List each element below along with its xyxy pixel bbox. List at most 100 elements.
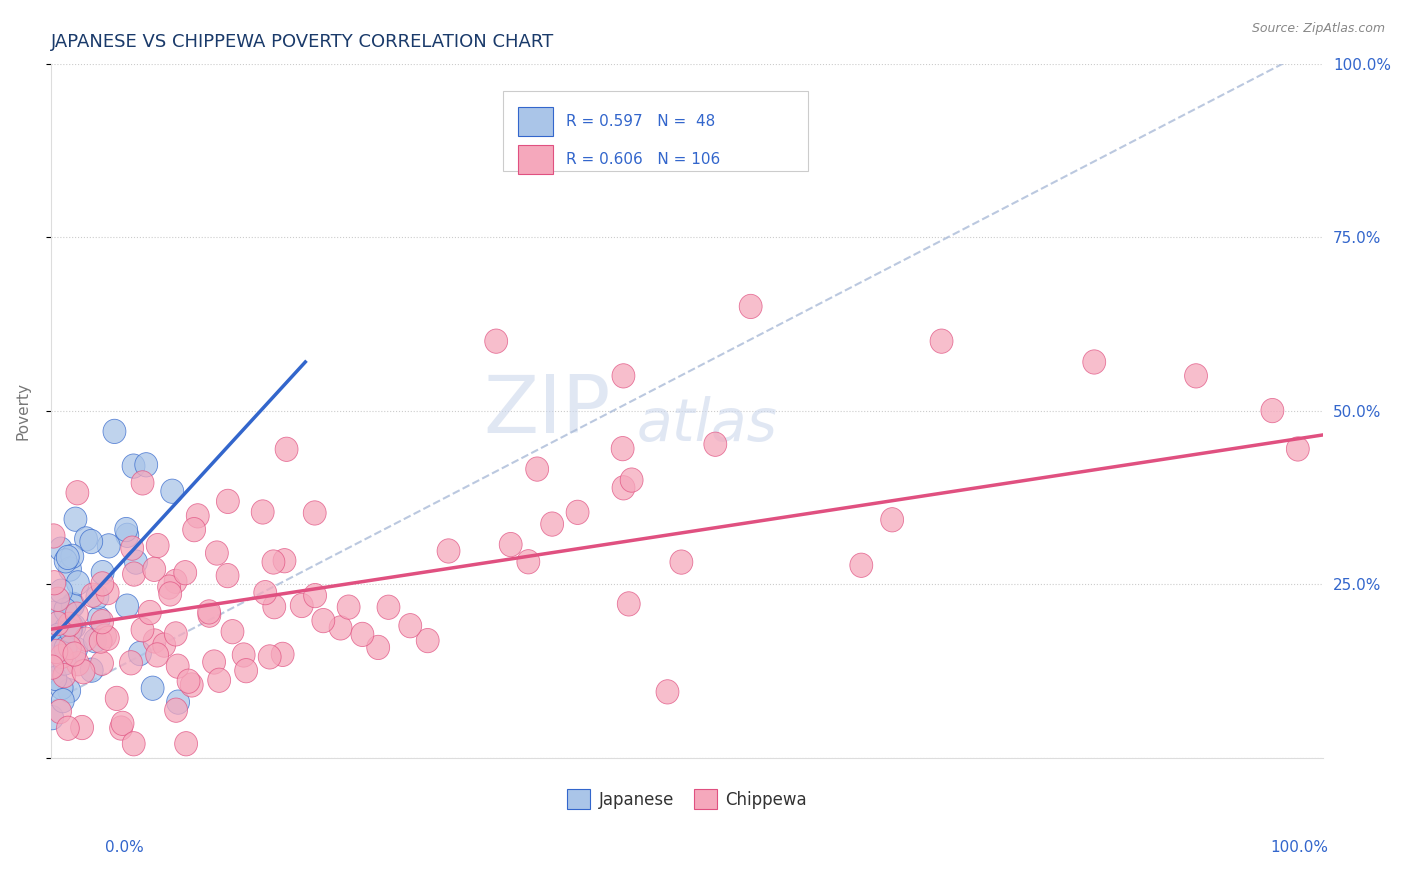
Ellipse shape [86, 585, 108, 609]
Ellipse shape [121, 536, 143, 560]
Ellipse shape [128, 641, 152, 665]
Ellipse shape [56, 545, 79, 570]
Ellipse shape [567, 500, 589, 524]
Ellipse shape [159, 582, 181, 606]
Ellipse shape [352, 623, 374, 647]
FancyBboxPatch shape [502, 91, 808, 171]
Ellipse shape [122, 562, 145, 586]
Ellipse shape [499, 533, 522, 557]
Ellipse shape [44, 666, 67, 690]
Ellipse shape [62, 592, 84, 616]
Ellipse shape [217, 564, 239, 588]
Ellipse shape [1261, 399, 1284, 423]
Ellipse shape [87, 607, 111, 631]
Ellipse shape [187, 504, 209, 528]
Ellipse shape [740, 294, 762, 318]
Ellipse shape [46, 587, 69, 611]
Ellipse shape [165, 622, 187, 646]
Ellipse shape [122, 731, 145, 756]
Ellipse shape [66, 481, 89, 505]
Ellipse shape [337, 595, 360, 619]
Ellipse shape [75, 627, 97, 651]
Ellipse shape [94, 624, 117, 648]
Ellipse shape [304, 583, 326, 607]
Ellipse shape [49, 699, 72, 723]
Ellipse shape [41, 706, 63, 730]
Ellipse shape [58, 612, 82, 637]
Ellipse shape [97, 626, 120, 650]
Ellipse shape [115, 524, 139, 548]
Ellipse shape [46, 624, 70, 648]
Ellipse shape [198, 599, 221, 624]
Ellipse shape [62, 593, 84, 618]
Ellipse shape [82, 583, 104, 607]
Ellipse shape [70, 715, 94, 739]
Ellipse shape [120, 650, 142, 675]
Ellipse shape [541, 512, 564, 536]
Ellipse shape [617, 591, 640, 616]
Ellipse shape [377, 595, 399, 619]
Ellipse shape [63, 615, 86, 639]
Ellipse shape [51, 675, 73, 699]
Ellipse shape [96, 581, 120, 605]
Ellipse shape [262, 549, 285, 574]
Ellipse shape [131, 471, 155, 495]
Ellipse shape [91, 572, 114, 596]
Text: atlas: atlas [636, 396, 778, 453]
Ellipse shape [89, 629, 112, 653]
Ellipse shape [612, 475, 636, 500]
Ellipse shape [259, 645, 281, 669]
Ellipse shape [202, 650, 225, 674]
Ellipse shape [312, 608, 335, 632]
Ellipse shape [157, 575, 180, 599]
Ellipse shape [75, 527, 97, 551]
Ellipse shape [1286, 437, 1309, 461]
Ellipse shape [165, 569, 187, 593]
Text: 100.0%: 100.0% [1271, 840, 1329, 855]
Ellipse shape [146, 533, 169, 558]
Ellipse shape [56, 716, 79, 740]
Ellipse shape [59, 617, 83, 641]
Ellipse shape [1185, 364, 1208, 388]
Ellipse shape [141, 676, 165, 700]
Ellipse shape [80, 529, 103, 554]
Y-axis label: Poverty: Poverty [15, 382, 30, 440]
Ellipse shape [65, 637, 87, 661]
Ellipse shape [111, 711, 134, 736]
Ellipse shape [669, 550, 693, 574]
Ellipse shape [208, 668, 231, 692]
Ellipse shape [138, 600, 162, 624]
Ellipse shape [183, 517, 205, 541]
Ellipse shape [153, 633, 176, 657]
Ellipse shape [41, 655, 63, 680]
Ellipse shape [254, 581, 277, 605]
Ellipse shape [166, 654, 190, 678]
Ellipse shape [45, 640, 67, 664]
Ellipse shape [53, 598, 77, 622]
Ellipse shape [135, 452, 157, 477]
Ellipse shape [83, 629, 107, 653]
Ellipse shape [146, 643, 169, 667]
Text: R = 0.606   N = 106: R = 0.606 N = 106 [567, 152, 720, 167]
Ellipse shape [273, 549, 295, 573]
Ellipse shape [51, 644, 73, 668]
Ellipse shape [59, 557, 82, 582]
Ellipse shape [232, 643, 254, 667]
Text: ZIP: ZIP [484, 372, 610, 450]
Ellipse shape [65, 507, 87, 532]
Ellipse shape [235, 658, 257, 683]
Ellipse shape [849, 553, 873, 577]
Ellipse shape [60, 544, 84, 568]
Ellipse shape [115, 594, 139, 618]
Text: JAPANESE VS CHIPPEWA POVERTY CORRELATION CHART: JAPANESE VS CHIPPEWA POVERTY CORRELATION… [51, 33, 554, 51]
Text: Source: ZipAtlas.com: Source: ZipAtlas.com [1251, 22, 1385, 36]
Ellipse shape [53, 664, 76, 688]
Ellipse shape [367, 635, 389, 659]
Ellipse shape [931, 329, 953, 353]
Ellipse shape [42, 647, 65, 671]
Ellipse shape [165, 698, 187, 723]
Ellipse shape [42, 571, 66, 595]
Ellipse shape [177, 669, 200, 693]
Ellipse shape [329, 615, 352, 640]
Ellipse shape [42, 601, 65, 625]
